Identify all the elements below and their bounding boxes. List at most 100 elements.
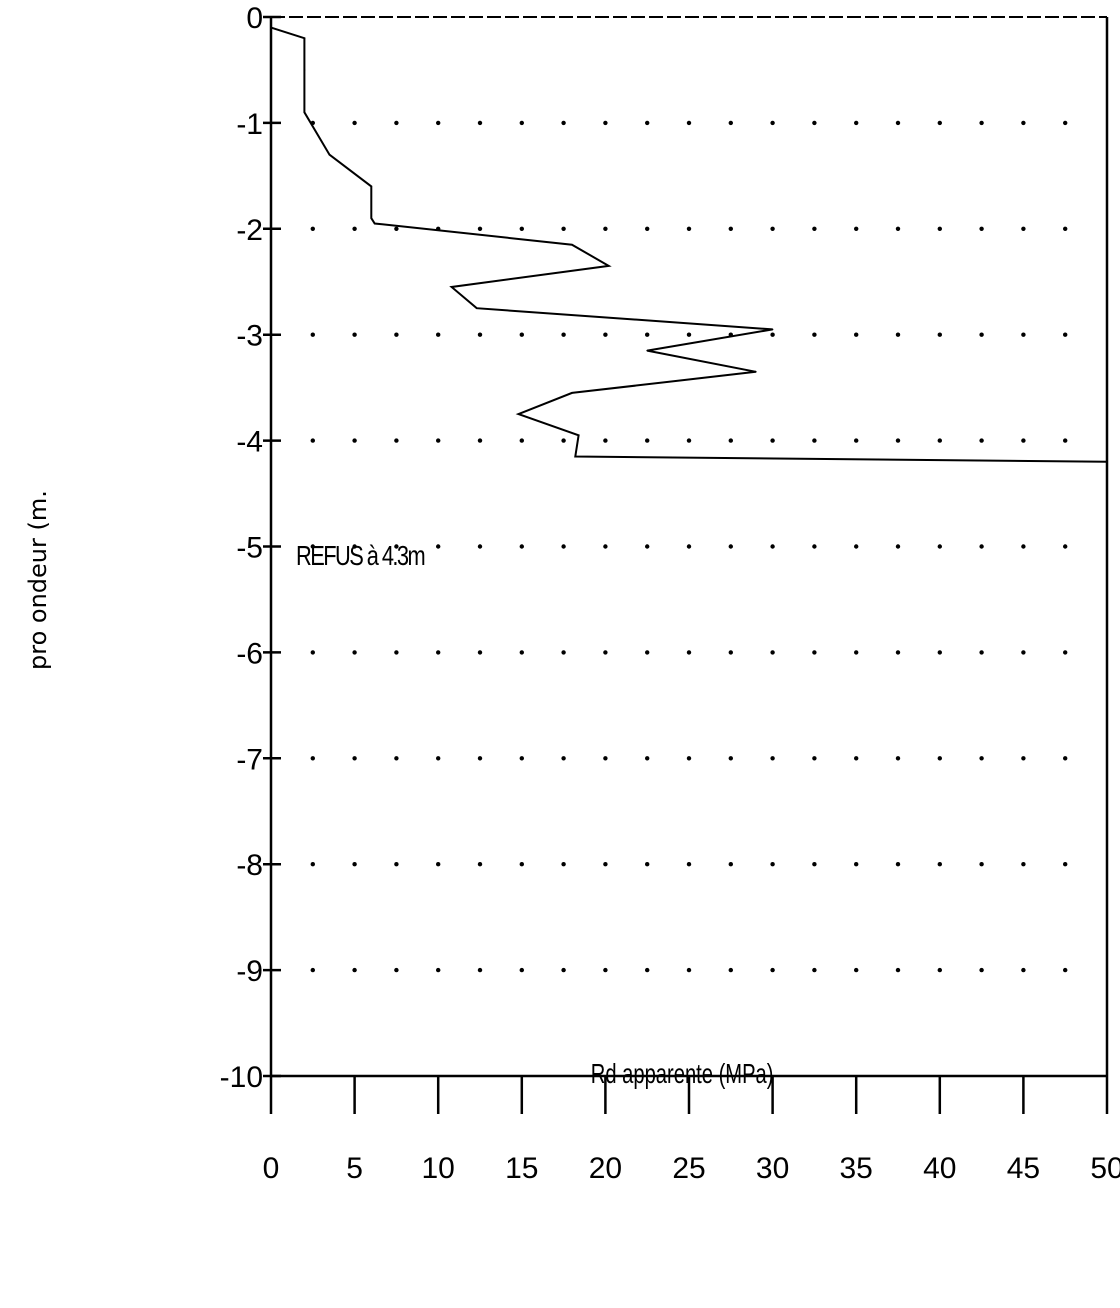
grid-dot — [603, 756, 608, 761]
grid-dot — [937, 438, 942, 443]
grid-dot — [477, 226, 483, 231]
x-tick-label: 0 — [263, 1152, 280, 1185]
grid-dot — [436, 967, 441, 973]
grid-dot — [812, 438, 817, 443]
grid-dot — [979, 862, 984, 867]
grid-dot — [770, 120, 775, 126]
y-tick-label: 0 — [246, 2, 263, 35]
grid-dot — [854, 650, 859, 655]
grid-dot — [895, 650, 901, 655]
grid-dot — [519, 650, 524, 655]
x-axis-label: Rd apparente (MPa) — [590, 1058, 774, 1089]
grid-dot — [394, 756, 399, 761]
grid-dot — [937, 756, 942, 761]
grid-dot — [310, 862, 315, 867]
grid-dot — [352, 544, 357, 549]
grid-dot — [1063, 967, 1068, 973]
grid-dot — [394, 967, 399, 973]
grid-dot — [770, 862, 775, 867]
grid-dot — [770, 756, 775, 761]
x-tick-label: 5 — [346, 1152, 363, 1185]
grid-dot — [854, 226, 859, 231]
grid-dot — [645, 120, 650, 126]
grid-dot — [854, 544, 859, 549]
grid-dot — [352, 120, 357, 126]
grid-dot — [519, 544, 524, 549]
grid-dot — [561, 438, 566, 443]
series-point — [571, 243, 573, 246]
grid-dot — [854, 756, 859, 761]
grid-dot — [770, 544, 775, 549]
grid-dot — [352, 332, 357, 337]
grid-dot — [812, 120, 817, 126]
grid-dots — [310, 120, 1068, 973]
grid-dot — [645, 438, 650, 443]
series-point — [370, 185, 373, 188]
grid-dot — [979, 226, 984, 231]
grid-dot — [895, 967, 901, 973]
grid-dot — [728, 862, 733, 867]
grid-dot — [645, 544, 650, 549]
grid-dot — [686, 226, 692, 231]
grid-dot — [728, 756, 733, 761]
series-point — [475, 307, 478, 310]
grid-dot — [436, 120, 441, 126]
x-tick-label: 40 — [923, 1152, 956, 1185]
series-point — [370, 217, 373, 220]
grid-dot — [728, 438, 733, 443]
y-tick-label: -6 — [236, 637, 263, 670]
grid-dot — [1021, 756, 1026, 761]
grid-dot — [394, 650, 399, 655]
x-tick-label: 30 — [756, 1152, 789, 1185]
grid-dot — [519, 120, 524, 126]
series-point — [571, 392, 573, 394]
series-point — [577, 434, 580, 437]
series-point — [517, 413, 520, 415]
grid-dot — [895, 544, 901, 549]
grid-dot — [1063, 332, 1068, 337]
grid-dot — [1021, 967, 1026, 973]
grid-dot — [603, 544, 608, 549]
grid-dot — [1063, 438, 1068, 443]
grid-dot — [394, 332, 399, 337]
y-tick-label: -4 — [236, 426, 263, 459]
grid-dot — [979, 438, 984, 443]
grid-dot — [310, 756, 315, 761]
grid-dot — [603, 862, 608, 867]
grid-dot — [728, 120, 733, 126]
grid-dot — [645, 756, 650, 761]
grid-dot — [394, 438, 399, 443]
x-tick-label: 10 — [422, 1152, 455, 1185]
grid-dot — [686, 120, 692, 126]
grid-dot — [352, 862, 357, 867]
grid-dot — [477, 332, 483, 337]
grid-dot — [436, 438, 441, 443]
grid-dot — [603, 650, 608, 655]
grid-dot — [1021, 438, 1026, 443]
grid-dot — [728, 226, 733, 231]
series-point — [574, 455, 577, 458]
grid-dot — [812, 332, 817, 337]
grid-dot — [519, 756, 524, 761]
grid-dot — [603, 226, 608, 231]
grid-dot — [310, 650, 315, 655]
grid-dot — [477, 967, 483, 973]
grid-dot — [686, 650, 692, 655]
grid-dot — [979, 544, 984, 549]
y-tick-label: -9 — [236, 955, 263, 988]
grid-dot — [477, 438, 483, 443]
grid-dot — [477, 120, 483, 126]
grid-dot — [394, 544, 399, 549]
grid-dot — [812, 967, 817, 973]
series-point — [303, 111, 306, 114]
grid-dot — [310, 226, 315, 231]
grid-dot — [519, 226, 524, 231]
grid-dot — [686, 332, 692, 337]
grid-dot — [854, 120, 859, 126]
grid-dot — [1021, 650, 1026, 655]
grid-dot — [895, 862, 901, 867]
grid-dot — [394, 862, 399, 867]
grid-dot — [937, 862, 942, 867]
y-tick-label: -8 — [236, 849, 263, 882]
x-tick-label: 45 — [1007, 1152, 1040, 1185]
